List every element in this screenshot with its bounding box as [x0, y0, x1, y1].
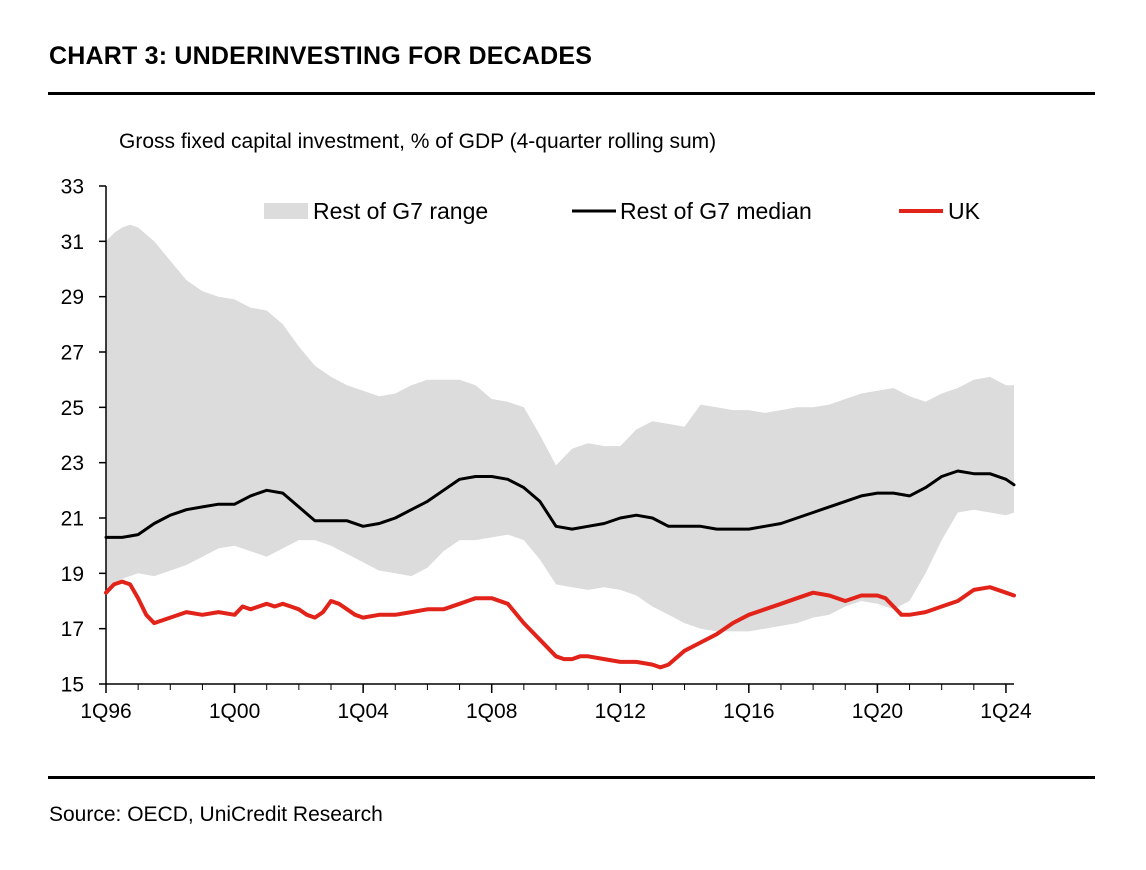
y-tick-label: 33	[61, 176, 84, 199]
y-tick-label: 15	[61, 674, 84, 697]
y-tick-label: 29	[61, 286, 84, 309]
x-tick-label: 1Q08	[466, 700, 517, 723]
x-tick-label: 1Q24	[980, 700, 1032, 723]
legend-range-swatch	[264, 203, 308, 219]
x-tick-label: 1Q04	[337, 700, 389, 723]
chart-subtitle: Gross fixed capital investment, % of GDP…	[119, 130, 717, 153]
legend: Rest of G7 range Rest of G7 median UK	[264, 198, 981, 224]
y-tick-label: 31	[61, 231, 84, 254]
bottom-divider	[48, 776, 1095, 779]
legend-label: Rest of G7 median	[620, 198, 812, 224]
y-tick-label: 19	[61, 563, 84, 586]
chart-title: CHART 3: UNDERINVESTING FOR DECADES	[49, 42, 593, 70]
x-tick-label: 1Q00	[209, 700, 260, 723]
y-tick-label: 23	[61, 452, 84, 475]
median-series-line	[104, 469, 1016, 539]
legend-label: UK	[948, 198, 981, 224]
y-tick-label: 17	[61, 618, 84, 641]
legend-label: Rest of G7 range	[313, 198, 488, 224]
x-tick-label: 1Q12	[595, 700, 646, 723]
y-tick-label: 27	[61, 342, 84, 365]
y-tick-label: 25	[61, 397, 84, 420]
y-tick-label: 21	[61, 508, 84, 531]
series-lines	[104, 469, 1016, 670]
x-tick-label: 1Q20	[852, 700, 903, 723]
x-tick-label: 1Q16	[723, 700, 774, 723]
axes: 15 17 19 21 23 25 27 29 31 33 1Q96 1Q00 1Q04 1Q08 1Q12…	[61, 176, 1032, 724]
range-band-layer	[106, 224, 1014, 632]
range-band-area	[106, 224, 1014, 632]
top-divider	[48, 92, 1095, 95]
uk-series-line	[104, 579, 1016, 670]
x-tick-label: 1Q96	[80, 700, 131, 723]
source-note: Source: OECD, UniCredit Research	[49, 803, 383, 826]
